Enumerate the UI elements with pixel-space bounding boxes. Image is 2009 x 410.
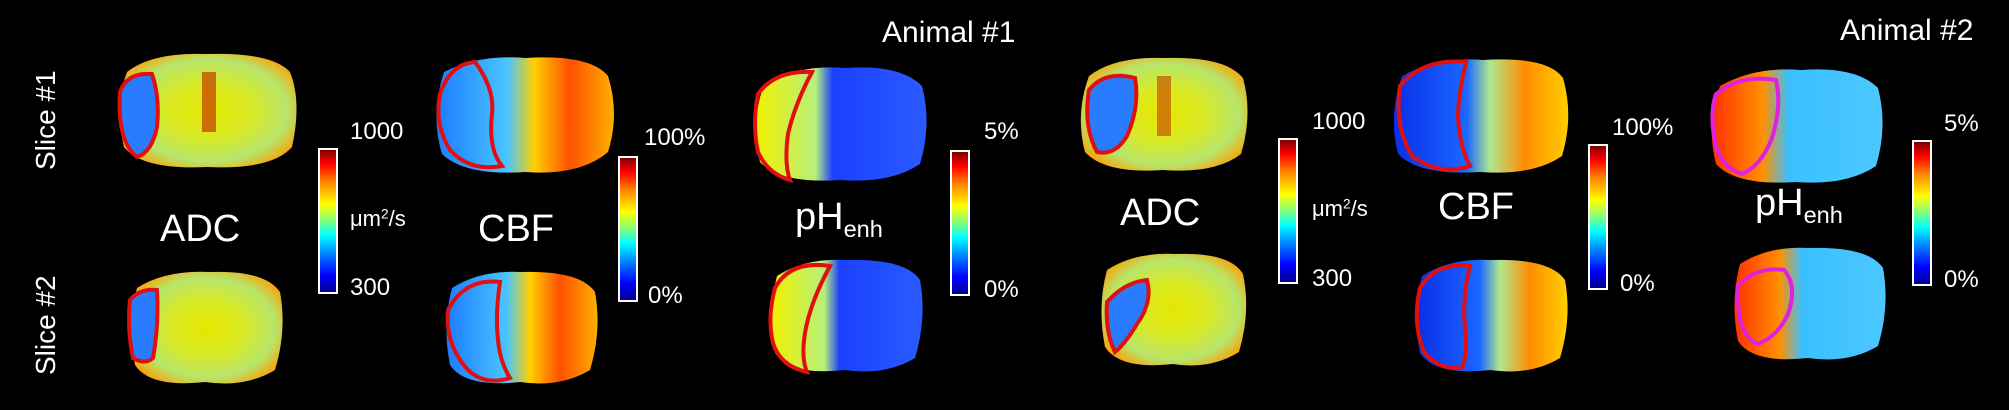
- adc-max-animal1: 1000: [350, 118, 404, 145]
- slice-1-label: Slice #1: [30, 70, 61, 170]
- animal-1-label: Animal #1: [882, 16, 1016, 49]
- ph-max-animal2: 5%: [1944, 110, 1979, 137]
- adc-min-animal1: 300: [350, 274, 391, 301]
- slice-2-label: Slice #2: [30, 275, 61, 375]
- cbf-max-animal2: 100%: [1612, 114, 1674, 141]
- cbf-colorbar-animal2: [1588, 144, 1608, 290]
- cbf-colorbar-animal1: [618, 156, 638, 302]
- adc-unit-animal1: μm2/s: [350, 206, 406, 231]
- cbf-min-animal1: 0%: [648, 282, 683, 309]
- ph-min-animal2: 0%: [1944, 266, 1979, 293]
- adc-colorbar-animal2: [1278, 138, 1298, 284]
- cbf-map-animal2-slice2: [1414, 259, 1568, 372]
- ph-map-animal1-slice1: [753, 67, 927, 183]
- animal-2-label: Animal #2: [1840, 14, 1974, 47]
- ph-max-animal1: 5%: [984, 118, 1019, 145]
- cbf-map-animal2-slice1: [1393, 59, 1569, 173]
- cbf-title-animal2: CBF: [1438, 186, 1514, 228]
- adc-min-animal2: 300: [1312, 265, 1353, 292]
- ph-map-animal2-slice1: [1710, 69, 1883, 183]
- adc-map-animal2-slice1: [1080, 57, 1248, 171]
- adc-title-animal1: ADC: [160, 208, 241, 250]
- ph-min-animal1: 0%: [984, 276, 1019, 303]
- ph-colorbar-animal2: [1912, 140, 1932, 286]
- ph-map-animal1-slice2: [768, 259, 923, 375]
- cbf-max-animal1: 100%: [644, 124, 706, 151]
- ph-title-animal2: pHenh: [1755, 182, 1843, 229]
- ph-map-animal2-slice2: [1734, 247, 1886, 360]
- ph-colorbar-animal1: [950, 150, 970, 296]
- adc-map-animal1-slice2: [127, 271, 283, 384]
- cbf-title-animal1: CBF: [478, 208, 554, 250]
- adc-title-animal2: ADC: [1120, 192, 1201, 234]
- cbf-map-animal1-slice2: [445, 271, 598, 384]
- adc-colorbar-animal1: [318, 148, 338, 294]
- cbf-map-animal1-slice1: [436, 57, 614, 173]
- adc-map-animal2-slice2: [1101, 253, 1247, 366]
- adc-unit-animal2: μm2/s: [1312, 196, 1368, 221]
- ph-title-animal1: pHenh: [795, 196, 883, 243]
- adc-max-animal2: 1000: [1312, 108, 1366, 135]
- cbf-min-animal2: 0%: [1620, 270, 1655, 297]
- adc-map-animal1-slice1: [117, 53, 297, 168]
